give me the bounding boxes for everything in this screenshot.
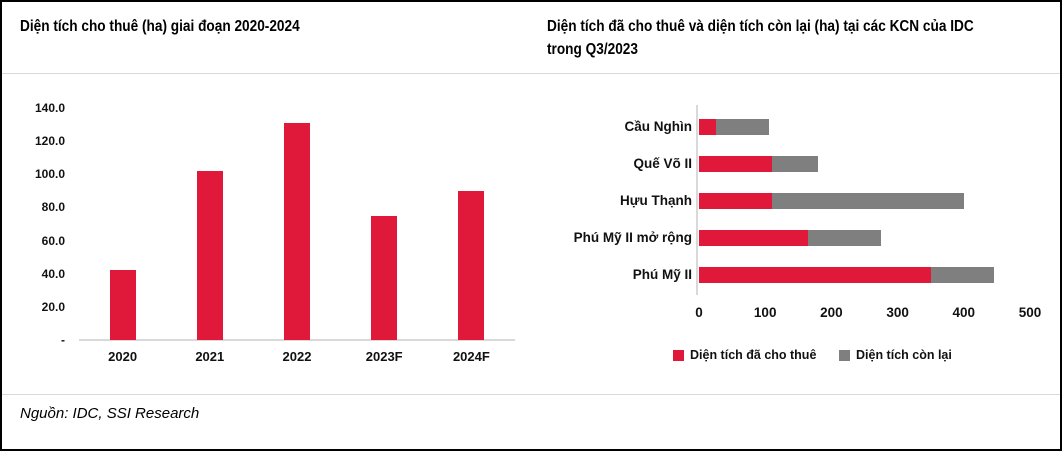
x-tick-label: 200 <box>820 305 843 320</box>
bar-2021 <box>196 170 223 340</box>
category-label-2020: 2020 <box>108 349 138 364</box>
y-tick-label: 80.0 <box>41 200 65 215</box>
legend-item-leased: Diện tích đã cho thuê <box>673 348 816 362</box>
stacked-bar-3-leased <box>699 230 809 246</box>
category-label-2: Hựu Thạnh <box>619 193 692 208</box>
bar-2023f <box>371 215 398 340</box>
legend-label-leased: Diện tích đã cho thuê <box>690 348 817 362</box>
right-chart-title-line2: trong Q3/2023 <box>547 41 638 58</box>
y-tick-label: - <box>61 333 65 347</box>
stacked-bar-0-remaining <box>715 119 769 135</box>
legend-label-remaining: Diện tích còn lại <box>856 348 952 362</box>
stacked-bar-2-remaining <box>771 193 964 209</box>
stacked-bar-1-leased <box>699 156 772 172</box>
stacked-bar-1-remaining <box>771 156 819 172</box>
source-note: Nguồn: IDC, SSI Research <box>20 405 200 422</box>
category-label-2023f: 2023F <box>365 349 403 364</box>
bar-2020 <box>109 270 136 340</box>
header-divider <box>2 73 1060 74</box>
left-chart-title-line1: Diện tích cho thuê (ha) giai đoạn 2020-2… <box>20 18 300 35</box>
stacked-bar-4-leased <box>699 267 931 283</box>
category-label-3: Phú Mỹ II mở rộng <box>573 230 692 245</box>
legend-swatch-leased <box>673 349 684 361</box>
x-tick-label: 0 <box>695 305 703 320</box>
x-tick-label: 100 <box>753 305 777 320</box>
x-tick-label: 300 <box>886 305 909 320</box>
y-tick-label: 40.0 <box>41 266 65 281</box>
category-label-2022: 2022 <box>282 349 312 364</box>
left-chart-title: Diện tích cho thuê (ha) giai đoạn 2020-2… <box>20 15 300 38</box>
category-label-0: Cầu Nghìn <box>624 119 693 134</box>
x-tick-label: 500 <box>1018 305 1042 320</box>
x-axis-line <box>79 339 515 341</box>
legend-swatch-remaining <box>839 349 850 361</box>
stacked-bar-0-leased <box>699 119 716 135</box>
legend-item-remaining: Diện tích còn lại <box>839 348 952 362</box>
stacked-bar-3-remaining <box>808 230 882 246</box>
bar-2024f <box>458 190 485 340</box>
stacked-bar-2-leased <box>699 193 772 209</box>
y-tick-label: 100.0 <box>34 167 65 182</box>
category-label-2024f: 2024F <box>452 349 490 364</box>
y-tick-label: 20.0 <box>41 299 65 314</box>
x-tick-label: 400 <box>952 305 976 320</box>
right-chart-title: Diện tích đã cho thuê và diện tích còn l… <box>547 15 974 61</box>
category-label-1: Quế Võ II <box>633 156 692 171</box>
category-label-4: Phú Mỹ II <box>632 267 692 282</box>
y-tick-label: 140.0 <box>34 101 65 115</box>
bar-2022 <box>284 122 310 340</box>
footer-divider <box>2 394 1060 395</box>
y-tick-label: 60.0 <box>41 233 65 248</box>
stacked-bar-4-remaining <box>930 267 994 283</box>
category-label-2021: 2021 <box>195 349 225 364</box>
y-tick-label: 120.0 <box>34 134 65 149</box>
right-chart-title-line1: Diện tích đã cho thuê và diện tích còn l… <box>547 18 974 35</box>
y-axis-line <box>696 105 698 295</box>
